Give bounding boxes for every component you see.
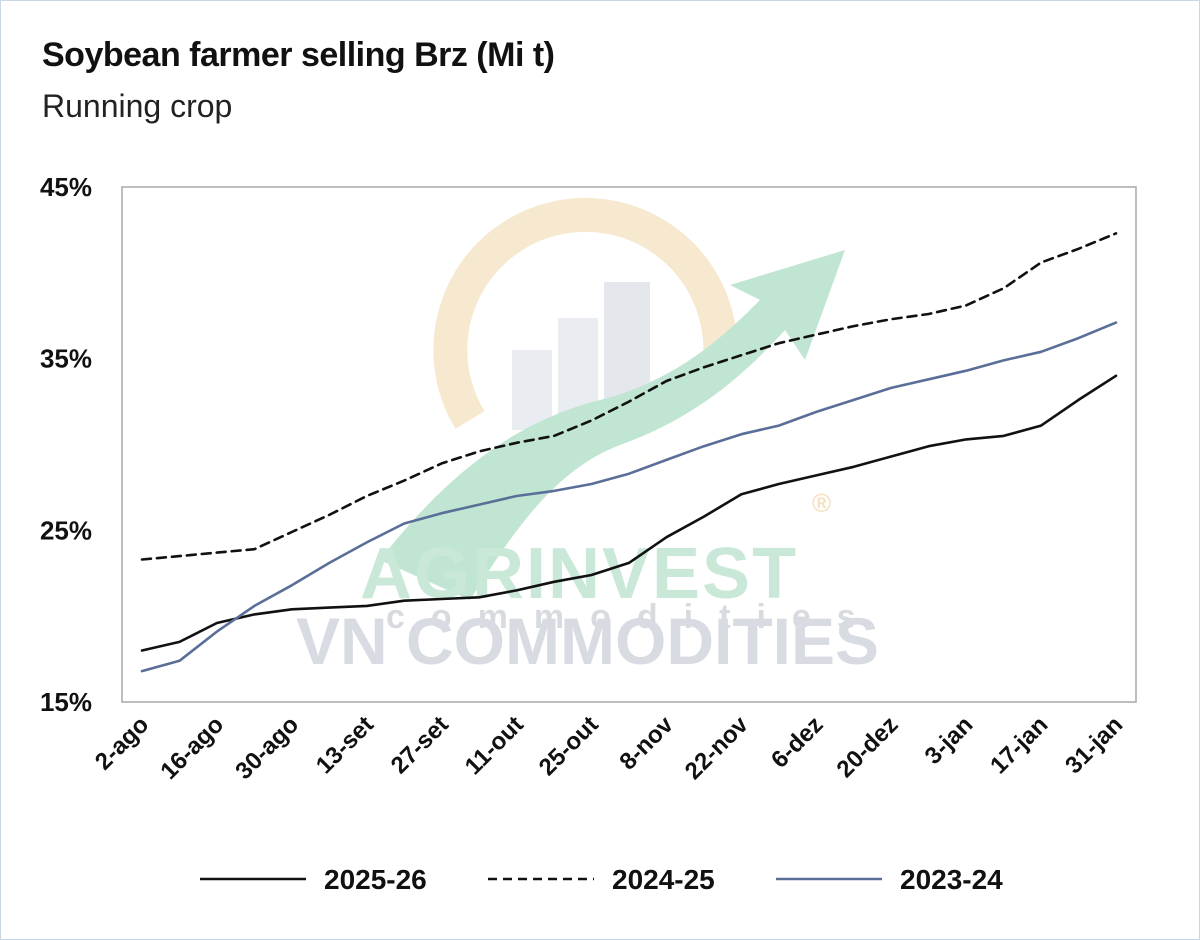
watermark-bar-1 bbox=[512, 350, 552, 430]
x-tick-label: 16-ago bbox=[155, 711, 229, 785]
x-tick-label: 17-jan bbox=[985, 711, 1053, 779]
watermark-registered-mark: ® bbox=[812, 488, 831, 518]
x-tick-label: 30-ago bbox=[230, 711, 304, 785]
watermark-bottom-text: VN COMMODITIES bbox=[296, 604, 879, 678]
y-tick-label: 35% bbox=[40, 344, 92, 374]
x-tick-label: 22-nov bbox=[680, 711, 754, 785]
y-tick-label: 15% bbox=[40, 687, 92, 717]
series-lines bbox=[140, 232, 1118, 673]
chart-subtitle: Running crop bbox=[42, 88, 233, 124]
x-tick-label: 27-set bbox=[386, 711, 454, 779]
x-tick-label: 20-dez bbox=[832, 711, 904, 783]
x-tick-label: 11-out bbox=[460, 711, 529, 780]
watermark-sub-text: commodities bbox=[386, 598, 882, 636]
series-line-2023-24 bbox=[140, 321, 1118, 673]
x-axis: 2-ago 16-ago 30-ago 13-set 27-set 11-out 25-ou… bbox=[90, 711, 1128, 785]
x-tick-label: 2-ago bbox=[90, 711, 154, 775]
x-tick-label: 6-dez bbox=[766, 711, 828, 773]
x-tick-label: 13-set bbox=[311, 711, 379, 779]
legend-label-2023-24: 2023-24 bbox=[900, 864, 1003, 895]
series-line-2024-25 bbox=[140, 232, 1118, 561]
x-tick-label: 3-jan bbox=[920, 711, 979, 770]
y-tick-label: 45% bbox=[40, 172, 92, 202]
x-tick-label: 8-nov bbox=[614, 711, 679, 776]
watermark-ring bbox=[433, 197, 738, 429]
y-tick-label: 25% bbox=[40, 515, 92, 545]
x-tick-label: 25-out bbox=[534, 711, 604, 781]
legend: 2025-26 2024-25 2023-24 bbox=[200, 864, 1003, 895]
legend-label-2024-25: 2024-25 bbox=[612, 864, 715, 895]
y-axis: 15% 25% 35% 45% bbox=[40, 172, 92, 717]
plot-area bbox=[121, 186, 1137, 703]
watermark-logo: AGRINVEST ® commodities VN COMMODITIES bbox=[296, 197, 882, 678]
legend-label-2025-26: 2025-26 bbox=[324, 864, 427, 895]
series-line-2025-26 bbox=[140, 374, 1118, 652]
chart-title: Soybean farmer selling Brz (Mi t) bbox=[42, 36, 555, 74]
watermark-arrow bbox=[380, 250, 845, 600]
x-tick-label: 31-jan bbox=[1060, 711, 1128, 779]
